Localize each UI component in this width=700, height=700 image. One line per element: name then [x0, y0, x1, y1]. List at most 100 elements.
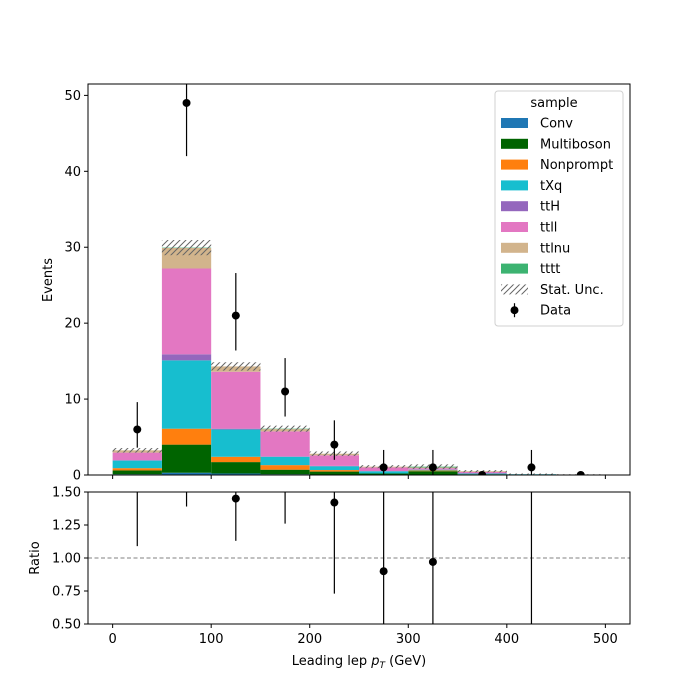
legend-swatch-tttt: [501, 263, 528, 274]
legend-item-ttlnu: ttlnu: [501, 241, 570, 256]
ratio-x-tick-label-400: 400: [494, 632, 519, 647]
ratio-y-tick-label-1-25: 1.25: [52, 519, 81, 534]
bar-multiboson-bin-4: [309, 471, 359, 475]
legend-marker-data: [510, 306, 519, 315]
data-point-1: [182, 98, 191, 107]
ratio-x-tick-label-200: 200: [297, 632, 322, 647]
bar-ttll-bin-1: [161, 268, 212, 355]
main-y-tick-label-20: 20: [64, 317, 81, 332]
stat-unc-band-bin-2: [211, 362, 261, 371]
y-axis-label-ratio: Ratio: [28, 541, 43, 574]
bar-ttll-bin-0: [112, 452, 162, 461]
data-point-3: [281, 387, 290, 396]
main-y-tick-label-30: 30: [64, 241, 81, 256]
legend-label-ttlnu: ttlnu: [540, 241, 570, 256]
ratio-point-2: [231, 494, 240, 503]
ratio-point-7: [527, 422, 535, 430]
data-point-2: [231, 311, 240, 320]
legend-swatch-stat-unc: [501, 284, 528, 295]
main-plot-frame: [87, 83, 631, 476]
legend-label-tth: ttH: [540, 200, 560, 215]
y-axis-label-events: Events: [41, 258, 56, 302]
data-point-9: [576, 471, 585, 475]
x-axis-label-symbol: p: [370, 654, 379, 669]
bar-ttll-bin-2: [211, 371, 261, 429]
bar-nonprompt-bin-0: [112, 468, 162, 471]
ratio-point-6: [428, 557, 437, 566]
bar-tth-bin-1: [161, 354, 212, 361]
bar-nonprompt-bin-3: [260, 465, 310, 470]
legend-item-ttll: ttll: [501, 221, 557, 236]
legend-title: sample: [530, 96, 577, 111]
legend-item-conv: Conv: [501, 117, 573, 132]
bar-txq-bin-1: [161, 360, 212, 429]
stat-unc-band-bin-0: [112, 448, 162, 453]
bar-tth-bin-2: [211, 428, 261, 430]
legend-swatch-conv: [501, 118, 528, 128]
bar-nonprompt-bin-2: [211, 456, 261, 463]
bar-multiboson-bin-1: [161, 444, 212, 473]
ratio-axes: 0.50 0.75 1.00 1.25 1.50 0 100 200 300 400 500: [52, 486, 631, 647]
ratio-x-tick-label-0: 0: [108, 632, 116, 647]
legend-label-stat-unc: Stat. Unc.: [540, 283, 604, 298]
legend-swatch-nonprompt: [501, 159, 528, 170]
ratio-y-tick-label-0-50: 0.50: [52, 618, 81, 633]
bar-conv-bin-1: [161, 472, 212, 475]
legend-item-tth: ttH: [501, 200, 560, 215]
bar-nonprompt-bin-1: [161, 428, 212, 445]
legend-swatch-txq: [501, 180, 528, 191]
bar-txq-bin-2: [211, 429, 261, 457]
x-axis-label-unit: (GeV): [385, 654, 426, 669]
stat-unc-band-bin-3: [260, 425, 310, 432]
bar-conv-bin-2: [211, 473, 261, 475]
data-point-0: [133, 425, 142, 434]
legend-swatch-multiboson: [501, 138, 528, 149]
x-axis-label-subscript: T: [379, 661, 386, 671]
main-y-tick-label-10: 10: [64, 393, 81, 408]
main-y-tick-label-40: 40: [64, 165, 81, 180]
legend-item-data: Data: [510, 303, 571, 319]
legend-label-data: Data: [540, 304, 571, 319]
main-plot-panel: 0 10 20 30 40 50 Events sample Conv Multiboson N…: [41, 83, 631, 484]
ratio-point-5: [379, 567, 388, 576]
legend-item-nonprompt: Nonprompt: [501, 158, 613, 173]
bar-multiboson-bin-3: [260, 469, 310, 475]
legend-item-multiboson: Multiboson: [501, 137, 611, 152]
legend-item-stat-unc: Stat. Unc.: [501, 283, 604, 298]
legend-label-conv: Conv: [540, 117, 573, 132]
bar-ttll-bin-3: [260, 431, 310, 457]
ratio-plot-panel: 0.50 0.75 1.00 1.25 1.50 0 100 200 300 400 500 Rat…: [28, 422, 631, 671]
legend-swatch-tth: [501, 201, 528, 212]
bar-txq-bin-4: [309, 466, 359, 471]
stat-unc-band-bin-1: [161, 240, 212, 256]
legend-swatch-ttlnu: [501, 242, 528, 253]
legend-label-nonprompt: Nonprompt: [540, 158, 613, 173]
legend-label-ttll: ttll: [540, 221, 557, 236]
stacked-histogram: [112, 247, 606, 475]
main-y-tick-label-0: 0: [73, 469, 81, 484]
legend-swatch-ttll: [501, 222, 528, 232]
legend-label-tttt: tttt: [540, 262, 560, 277]
data-point-6: [428, 463, 437, 472]
ratio-point-4: [330, 498, 339, 507]
ratio-x-tick-label-100: 100: [199, 632, 224, 647]
bar-ttll-bin-4: [309, 455, 359, 466]
ratio-y-tick-label-1-50: 1.50: [52, 486, 81, 501]
x-axis-label: Leading lep pT (GeV): [292, 654, 426, 671]
data-point-4: [330, 440, 339, 449]
bar-multiboson-bin-0: [112, 470, 162, 475]
data-point-8: [527, 463, 536, 472]
legend-item-tttt: tttt: [501, 262, 560, 277]
legend-item-txq: tXq: [501, 179, 562, 194]
ratio-points: [136, 422, 535, 624]
bar-multiboson-bin-2: [211, 462, 261, 474]
legend-label-txq: tXq: [540, 179, 562, 194]
x-axis-label-main: Leading lep: [292, 654, 371, 669]
main-axes: 0 10 20 30 40 50: [64, 83, 631, 484]
data-point-7: [478, 471, 487, 475]
bar-txq-bin-0: [112, 460, 162, 469]
legend-label-multiboson: Multiboson: [540, 137, 611, 152]
ratio-x-tick-label-500: 500: [593, 632, 618, 647]
bar-nonprompt-bin-4: [309, 470, 359, 472]
